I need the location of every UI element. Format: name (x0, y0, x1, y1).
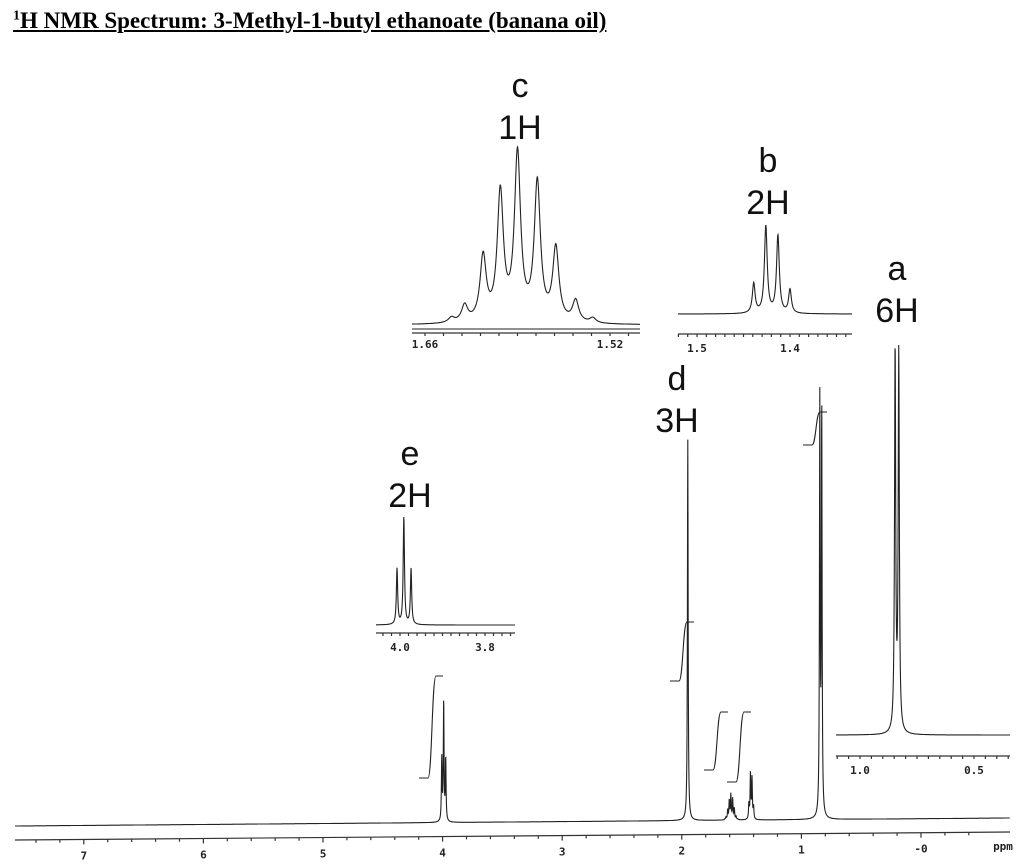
peak-label-c: c (512, 67, 529, 105)
x-tick-label: 4 (439, 847, 446, 860)
proton-count-d: 3H (655, 402, 698, 440)
proton-count-a: 6H (875, 292, 918, 330)
integration-curve-e (419, 675, 443, 779)
peak-label-b: b (759, 142, 778, 180)
x-tick-label: -0 (914, 843, 927, 856)
inset-tick-label: 0.5 (964, 764, 984, 777)
chart-title: 1H NMR Spectrum: 3-Methyl-1-butyl ethano… (13, 8, 606, 34)
inset-tick-label: 1.4 (780, 342, 800, 355)
peak-label-a: a (888, 250, 907, 288)
inset-trace (836, 344, 1010, 736)
proton-count-c: 1H (498, 109, 541, 147)
inset-e: 4.0 3.8 (376, 516, 515, 654)
inset-trace (678, 224, 852, 315)
x-axis-line (14, 831, 1011, 841)
integration-curve-d (670, 621, 694, 682)
integration-curve-a (803, 411, 827, 446)
x-tick-label: 2 (678, 845, 685, 858)
x-tick-label: 5 (320, 848, 327, 861)
peak-label-d: d (668, 360, 687, 398)
inset-tick-label: 3.8 (475, 641, 495, 654)
inset-tick-label: 4.0 (390, 641, 410, 654)
inset-tick-label: 1.66 (412, 338, 439, 351)
proton-count-e: 2H (388, 477, 431, 515)
inset-tick-label: 1.0 (850, 764, 870, 777)
x-tick-label: 6 (200, 848, 207, 861)
inset-a: 1.0 0.5 (836, 344, 1010, 777)
spectrum-trace (15, 387, 1010, 827)
inset-b: 1.5 1.4 (677, 224, 852, 355)
x-tick-label: 7 (80, 849, 87, 862)
title-text: H NMR Spectrum: 3-Methyl-1-butyl ethanoa… (20, 8, 607, 33)
integration-curve-c (704, 711, 728, 771)
proton-count-b: 2H (746, 184, 789, 222)
x-axis-unit-label: ppm (993, 840, 1013, 853)
inset-tick-label: 1.5 (687, 342, 707, 355)
peak-label-e: e (401, 435, 420, 473)
inset-trace (376, 516, 515, 626)
title-superscript: 1 (13, 8, 20, 24)
integration-curve-b (727, 711, 751, 783)
inset-tick-label: 1.52 (597, 338, 624, 351)
x-tick-label: 3 (559, 846, 566, 859)
inset-trace (412, 145, 640, 325)
x-tick-label: 1 (798, 844, 805, 857)
inset-c: 1.66 1.52 (412, 145, 640, 351)
